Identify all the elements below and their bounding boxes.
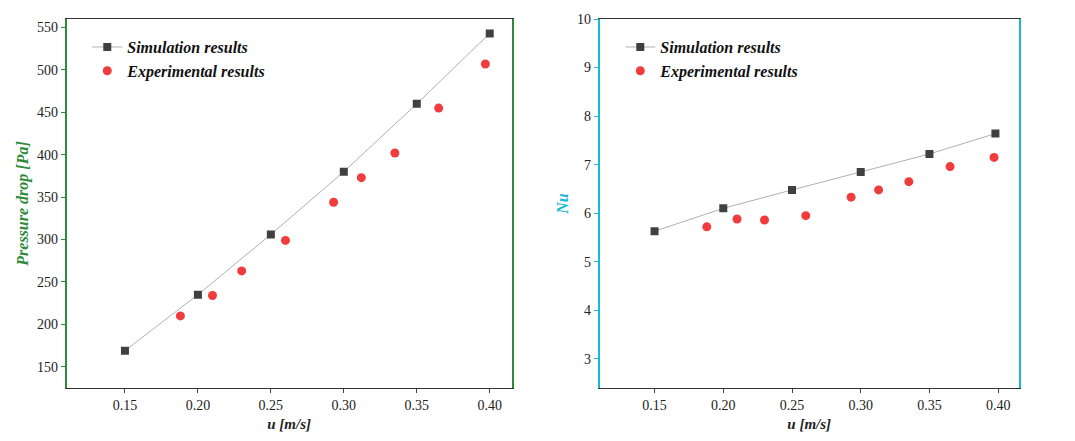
svg-text:250: 250 <box>37 275 58 290</box>
svg-text:7: 7 <box>584 158 591 173</box>
svg-text:550: 550 <box>37 20 58 35</box>
svg-text:0.20: 0.20 <box>186 398 211 413</box>
svg-text:3: 3 <box>584 352 591 367</box>
svg-text:Simulation results: Simulation results <box>127 39 247 56</box>
svg-text:0.40: 0.40 <box>477 398 502 413</box>
svg-text:0.25: 0.25 <box>780 398 805 413</box>
svg-text:0.35: 0.35 <box>405 398 430 413</box>
svg-text:Simulation results: Simulation results <box>660 39 781 56</box>
svg-text:450: 450 <box>37 105 58 120</box>
svg-text:4: 4 <box>584 303 591 318</box>
svg-text:0.40: 0.40 <box>986 398 1011 413</box>
svg-text:150: 150 <box>37 360 58 375</box>
svg-text:350: 350 <box>37 190 58 205</box>
svg-text:Nu: Nu <box>554 193 571 215</box>
svg-text:Pressure drop [Pa]: Pressure drop [Pa] <box>14 141 32 266</box>
svg-text:u [m/s]: u [m/s] <box>267 416 311 432</box>
svg-text:0.35: 0.35 <box>917 398 942 413</box>
svg-text:400: 400 <box>37 148 58 163</box>
svg-text:0.25: 0.25 <box>259 398 284 413</box>
svg-text:Experimental results: Experimental results <box>126 63 264 81</box>
svg-text:500: 500 <box>37 63 58 78</box>
svg-text:9: 9 <box>584 60 591 75</box>
svg-text:0.30: 0.30 <box>332 398 357 413</box>
svg-text:0.20: 0.20 <box>711 398 736 413</box>
svg-text:5: 5 <box>584 255 591 270</box>
svg-text:0.15: 0.15 <box>642 398 667 413</box>
svg-text:10: 10 <box>577 12 591 27</box>
svg-text:0.15: 0.15 <box>113 398 138 413</box>
svg-text:200: 200 <box>37 317 58 332</box>
svg-text:u [m/s]: u [m/s] <box>787 416 831 432</box>
svg-text:6: 6 <box>584 206 591 221</box>
svg-text:8: 8 <box>584 109 591 124</box>
svg-text:300: 300 <box>37 232 58 247</box>
svg-text:Experimental results: Experimental results <box>659 63 797 81</box>
svg-text:0.30: 0.30 <box>848 398 873 413</box>
